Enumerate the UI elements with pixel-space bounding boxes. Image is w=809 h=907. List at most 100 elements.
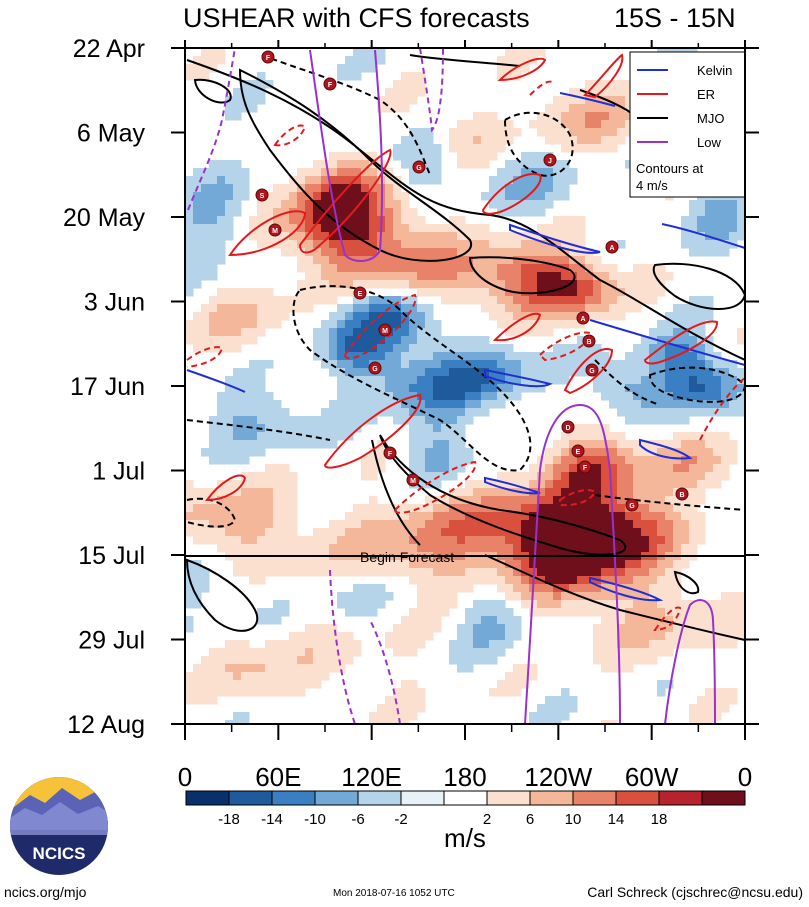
- shading-cell: [305, 568, 314, 577]
- footer-site-link[interactable]: ncics.org/mjo: [4, 884, 87, 900]
- shading-cell: [345, 568, 354, 577]
- shading-cell: [401, 88, 410, 97]
- shading-cell: [233, 408, 242, 417]
- shading-cell: [249, 336, 258, 345]
- shading-cell: [377, 248, 386, 257]
- shading-cell: [449, 288, 458, 297]
- shading-cell: [217, 240, 226, 249]
- shading-cell: [457, 216, 466, 225]
- shading-cell: [225, 680, 234, 689]
- shading-cell: [609, 288, 618, 297]
- shading-cell: [377, 448, 386, 457]
- shading-cell: [481, 280, 490, 289]
- shading-cell: [497, 624, 506, 633]
- shading-cell: [393, 648, 402, 657]
- shading-cell: [521, 240, 530, 249]
- shading-cell: [345, 656, 354, 665]
- shading-cell: [513, 576, 522, 585]
- shading-cell: [281, 608, 290, 617]
- shading-cell: [481, 512, 490, 521]
- shading-cell: [481, 376, 490, 385]
- shading-cell: [609, 544, 618, 553]
- shading-cell: [497, 392, 506, 401]
- shading-cell: [201, 264, 210, 273]
- shading-cell: [609, 128, 618, 137]
- shading-cell: [569, 512, 578, 521]
- shading-cell: [417, 336, 426, 345]
- shading-cell: [625, 440, 634, 449]
- shading-cell: [665, 568, 674, 577]
- colorbar-unit: m/s: [444, 823, 486, 853]
- shading-cell: [369, 448, 378, 457]
- shading-cell: [697, 528, 706, 537]
- shading-cell: [201, 336, 210, 345]
- shading-cell: [601, 136, 610, 145]
- shading-cell: [537, 504, 546, 513]
- shading-cell: [369, 456, 378, 465]
- shading-cell: [345, 64, 354, 73]
- shading-cell: [537, 184, 546, 193]
- shading-cell: [577, 536, 586, 545]
- shading-cell: [617, 608, 626, 617]
- shading-cell: [201, 448, 210, 457]
- shading-cell: [193, 696, 202, 705]
- shading-cell: [601, 128, 610, 137]
- shading-cell: [681, 240, 690, 249]
- low-contour: [524, 403, 621, 724]
- shading-cell: [593, 264, 602, 273]
- shading-cell: [569, 368, 578, 377]
- shading-cell: [529, 504, 538, 513]
- shading-cell: [209, 160, 218, 169]
- shading-cell: [297, 256, 306, 265]
- shading-cell: [313, 640, 322, 649]
- shading-cell: [377, 96, 386, 105]
- shading-cell: [385, 352, 394, 361]
- shading-cell: [489, 632, 498, 641]
- shading-cell: [721, 208, 730, 217]
- shading-cell: [593, 144, 602, 153]
- shading-cell: [665, 320, 674, 329]
- shading-cell: [465, 640, 474, 649]
- shading-cell: [729, 360, 738, 369]
- shading-cell: [345, 536, 354, 545]
- shading-cell: [617, 96, 626, 105]
- shading-cell: [577, 424, 586, 433]
- shading-cell: [481, 408, 490, 417]
- shading-cell: [633, 464, 642, 473]
- shading-cell: [689, 488, 698, 497]
- shading-cell: [201, 672, 210, 681]
- shading-cell: [673, 328, 682, 337]
- shading-cell: [609, 576, 618, 585]
- shading-cell: [257, 392, 266, 401]
- shading-cell: [665, 592, 674, 601]
- shading-cell: [697, 296, 706, 305]
- shading-cell: [521, 192, 530, 201]
- shading-cell: [225, 184, 234, 193]
- shading-cell: [665, 600, 674, 609]
- shading-cell: [249, 328, 258, 337]
- shading-cell: [545, 488, 554, 497]
- shading-cell: [705, 720, 714, 724]
- shading-cell: [489, 360, 498, 369]
- shading-cell: [241, 336, 250, 345]
- shading-cell: [601, 80, 610, 89]
- shading-cell: [673, 528, 682, 537]
- shading-cell: [273, 640, 282, 649]
- shading-cell: [401, 232, 410, 241]
- shading-cell: [441, 464, 450, 473]
- storm-letter: F: [266, 55, 271, 62]
- shading-cell: [737, 384, 745, 393]
- shading-cell: [641, 456, 650, 465]
- shading-cell: [649, 368, 658, 377]
- shading-cell: [185, 504, 194, 513]
- shading-cell: [393, 392, 402, 401]
- shading-cell: [233, 104, 242, 113]
- shading-cell: [585, 488, 594, 497]
- shading-cell: [353, 208, 362, 217]
- shading-cell: [225, 384, 234, 393]
- shading-cell: [369, 544, 378, 553]
- shading-cell: [561, 536, 570, 545]
- shading-cell: [481, 120, 490, 129]
- shading-cell: [497, 256, 506, 265]
- shading-cell: [217, 488, 226, 497]
